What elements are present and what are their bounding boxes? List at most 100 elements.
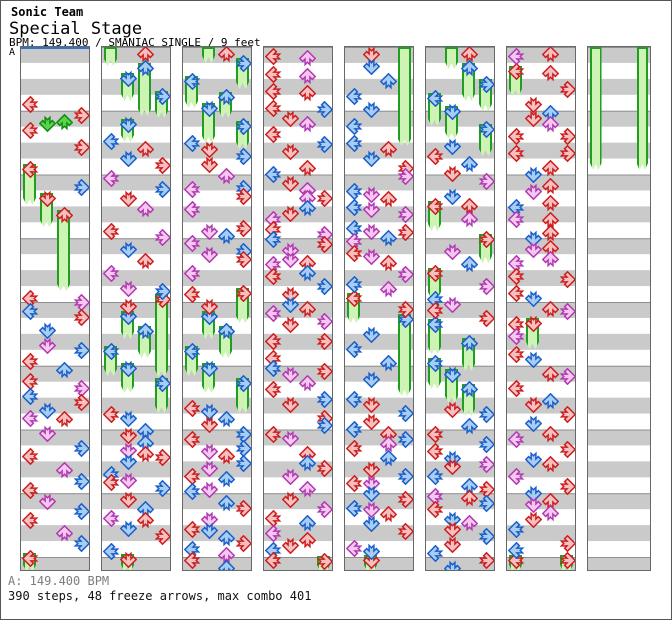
note-arrow-down — [120, 150, 137, 167]
note-arrow-up — [542, 194, 559, 211]
note-arrow-right — [559, 270, 575, 288]
note-arrow-right — [478, 405, 494, 423]
note-arrow-down — [39, 402, 56, 419]
note-arrow-down — [39, 337, 56, 354]
note-arrow-right — [316, 459, 332, 477]
note-arrow-right — [478, 277, 494, 295]
note-arrow-down — [201, 522, 218, 539]
note-arrow-right — [316, 416, 332, 434]
note-arrow-right — [73, 393, 89, 411]
note-arrow-down — [201, 223, 218, 240]
note-arrow-down — [201, 246, 218, 263]
note-arrow-up — [380, 72, 397, 89]
note-arrow-left — [103, 132, 120, 150]
note-arrow-down — [363, 515, 380, 532]
note-arrow-left — [346, 87, 363, 105]
note-arrow-up — [542, 425, 559, 442]
note-arrow-down — [201, 443, 218, 460]
note-arrow-left — [508, 47, 525, 65]
chart-meta: BPM: 149.400 / SMANIAC SINGLE / 9 feet — [9, 36, 261, 49]
note-arrow-down — [525, 351, 542, 368]
note-arrow-up — [299, 84, 316, 101]
note-arrow-down — [282, 296, 299, 313]
note-arrow-up — [380, 190, 397, 207]
note-arrow-down — [525, 485, 542, 502]
note-arrow-right — [478, 480, 494, 498]
note-arrow-down — [282, 143, 299, 160]
note-arrow-down — [120, 410, 137, 427]
note-arrow-down — [444, 458, 461, 475]
note-arrow-down — [120, 190, 137, 207]
note-arrow-left — [184, 200, 201, 218]
note-arrow-up — [299, 514, 316, 531]
note-arrow-left — [508, 430, 525, 448]
chart-column-7 — [506, 46, 576, 571]
note-arrow-right — [478, 455, 494, 473]
note-arrow-left — [346, 420, 363, 438]
note-arrow-down — [120, 280, 137, 297]
note-arrow-down — [525, 415, 542, 432]
chart-column-4 — [263, 46, 333, 571]
note-arrow-up — [542, 224, 559, 241]
note-arrow-right — [478, 75, 494, 93]
note-arrow-left — [346, 474, 363, 492]
note-arrow-left — [508, 254, 525, 272]
note-arrow-right — [397, 167, 413, 185]
note-arrow-down — [201, 403, 218, 420]
note-arrow-down — [525, 511, 542, 528]
note-arrow-down — [363, 371, 380, 388]
note-arrow-down — [201, 460, 218, 477]
note-arrow-right — [478, 230, 494, 248]
note-arrow-up — [218, 546, 235, 563]
note-arrow-left — [346, 198, 363, 216]
note-arrow-left — [22, 447, 39, 465]
note-arrow-down — [363, 47, 380, 63]
note-arrow-down — [201, 141, 218, 158]
note-arrow-up — [137, 252, 154, 269]
note-arrow-left — [265, 65, 282, 83]
note-arrow-up — [137, 200, 154, 217]
note-arrow-right — [235, 534, 251, 552]
note-arrow-down — [120, 298, 137, 315]
note-arrow-up — [218, 494, 235, 511]
note-arrow-down — [201, 511, 218, 528]
note-arrow-left — [427, 315, 444, 333]
note-arrow-left — [184, 430, 201, 448]
note-arrow-right — [478, 172, 494, 190]
note-arrow-right — [559, 405, 575, 423]
note-arrow-left — [22, 302, 39, 320]
note-arrow-right — [73, 106, 89, 124]
note-arrow-right — [316, 332, 332, 350]
note-arrow-up — [461, 210, 478, 227]
note-arrow-up — [56, 361, 73, 378]
note-arrow-left — [184, 342, 201, 360]
note-arrow-left — [22, 481, 39, 499]
note-arrow-up — [137, 47, 154, 62]
note-arrow-up — [218, 410, 235, 427]
note-arrow-down — [282, 468, 299, 485]
note-arrow-left — [346, 539, 363, 557]
note-arrow-up — [299, 67, 316, 84]
song-title: Special Stage — [9, 19, 143, 39]
note-arrow-down — [201, 416, 218, 433]
note-arrow-right — [235, 425, 251, 443]
note-arrow-left — [346, 499, 363, 517]
note-arrow-left — [265, 425, 282, 443]
note-arrow-down — [363, 501, 380, 518]
note-arrow-down — [525, 315, 542, 332]
note-arrow-down — [120, 453, 137, 470]
note-arrow-up — [542, 504, 559, 521]
note-arrow-right — [478, 435, 494, 453]
freeze-body-left — [104, 47, 117, 66]
note-arrow-down — [363, 186, 380, 203]
note-arrow-down — [120, 70, 137, 87]
note-arrow-right — [154, 180, 170, 198]
note-arrow-left — [346, 340, 363, 358]
note-arrow-left — [427, 301, 444, 319]
note-arrow-right — [73, 308, 89, 326]
note-arrow-down — [444, 165, 461, 182]
chart-column-1 — [20, 46, 90, 571]
note-arrow-right — [235, 117, 251, 135]
note-arrow-left — [508, 127, 525, 145]
note-arrow-up — [299, 454, 316, 471]
